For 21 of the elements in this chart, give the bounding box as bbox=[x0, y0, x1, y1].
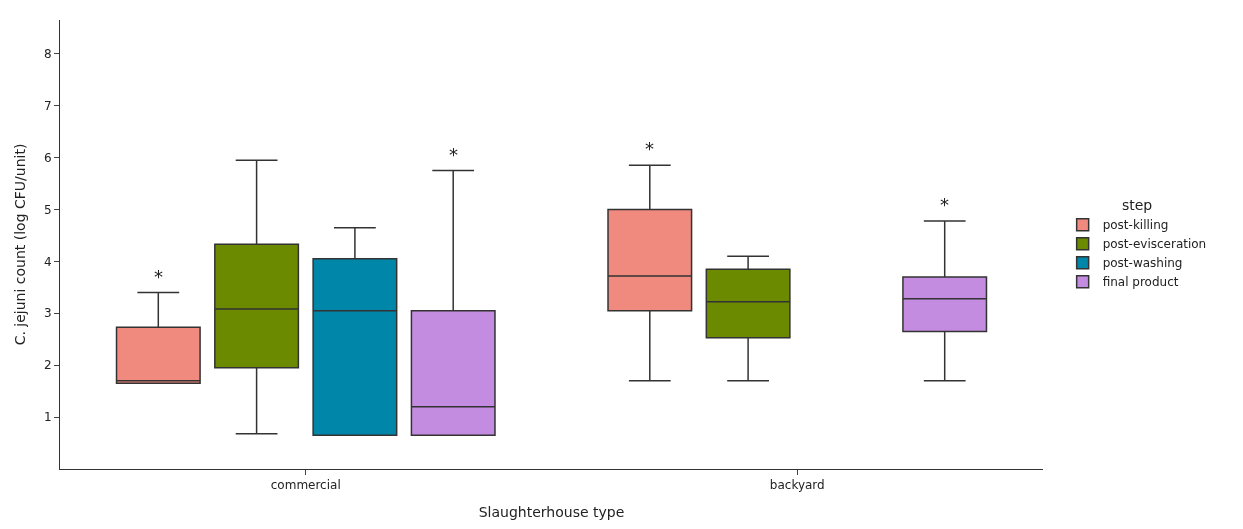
text: * bbox=[449, 144, 458, 165]
y-tick-label: 4 bbox=[43, 254, 52, 269]
x-axis-title: Slaughterhouse type bbox=[478, 503, 625, 520]
text: * bbox=[645, 138, 654, 159]
legend-label: final product bbox=[1102, 275, 1179, 290]
y-tick-label: 6 bbox=[43, 150, 52, 165]
legend-label: post-killing bbox=[1102, 218, 1169, 233]
y-tick-label: 7 bbox=[43, 98, 52, 113]
text: * bbox=[154, 266, 163, 287]
legend-label: post-washing bbox=[1102, 256, 1183, 271]
x-tick-label: backyard bbox=[769, 478, 825, 493]
legend-title: step bbox=[1121, 197, 1153, 214]
text: * bbox=[940, 194, 949, 215]
y-tick-label: 3 bbox=[43, 306, 52, 321]
x-tick-label: commercial bbox=[270, 478, 341, 493]
y-tick-label: 5 bbox=[43, 202, 52, 217]
y-tick-label: 8 bbox=[43, 46, 52, 61]
legend-label: post-evisceration bbox=[1102, 237, 1207, 252]
y-tick-label: 2 bbox=[43, 358, 52, 373]
y-tick-label: 1 bbox=[43, 410, 52, 425]
y-axis-title: C. jejuni count (log CFU/unit) bbox=[11, 143, 28, 346]
